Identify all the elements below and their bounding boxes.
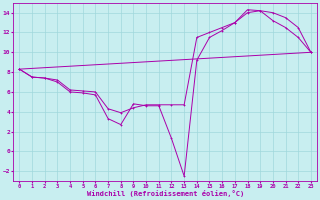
X-axis label: Windchill (Refroidissement éolien,°C): Windchill (Refroidissement éolien,°C) — [86, 190, 244, 197]
